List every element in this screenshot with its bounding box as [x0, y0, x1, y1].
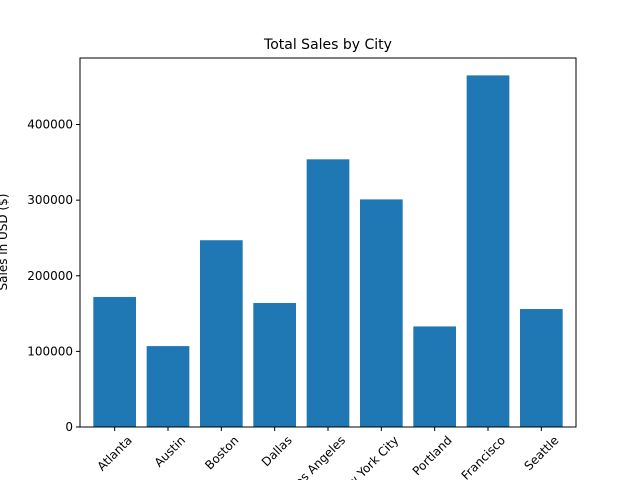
y-tick-label: 0: [65, 420, 73, 434]
bars-group: [93, 75, 563, 428]
x-tick-label: Austin: [152, 433, 189, 470]
bar-dallas: [253, 302, 296, 427]
x-tick-label: Boston: [202, 433, 241, 472]
bar-seattle: [520, 309, 563, 427]
x-tick-label: Dallas: [259, 433, 295, 469]
y-tick-label: 200000: [27, 269, 73, 283]
bar-atlanta: [93, 296, 136, 427]
bar-new-york-city: [360, 199, 403, 427]
chart-title: Total Sales by City: [263, 37, 392, 53]
y-tick-label: 100000: [27, 344, 73, 358]
y-tick-label: 300000: [27, 193, 73, 207]
y-tick-label: 400000: [27, 118, 73, 132]
x-tick-label: Los Angeles: [288, 433, 349, 480]
x-tick-label: Seattle: [522, 433, 562, 473]
bar-portland: [413, 326, 456, 427]
bar-los-angeles: [306, 159, 350, 427]
x-tick-label: Portland: [410, 433, 455, 478]
bar-boston: [200, 240, 243, 427]
bar-san-francisco: [466, 75, 510, 428]
y-axis-label: Sales in USD ($): [0, 194, 10, 291]
x-tick-label: Atlanta: [94, 433, 134, 473]
bar-austin: [146, 346, 190, 427]
y-axis: 0 100000 200000 300000 400000: [27, 118, 80, 434]
